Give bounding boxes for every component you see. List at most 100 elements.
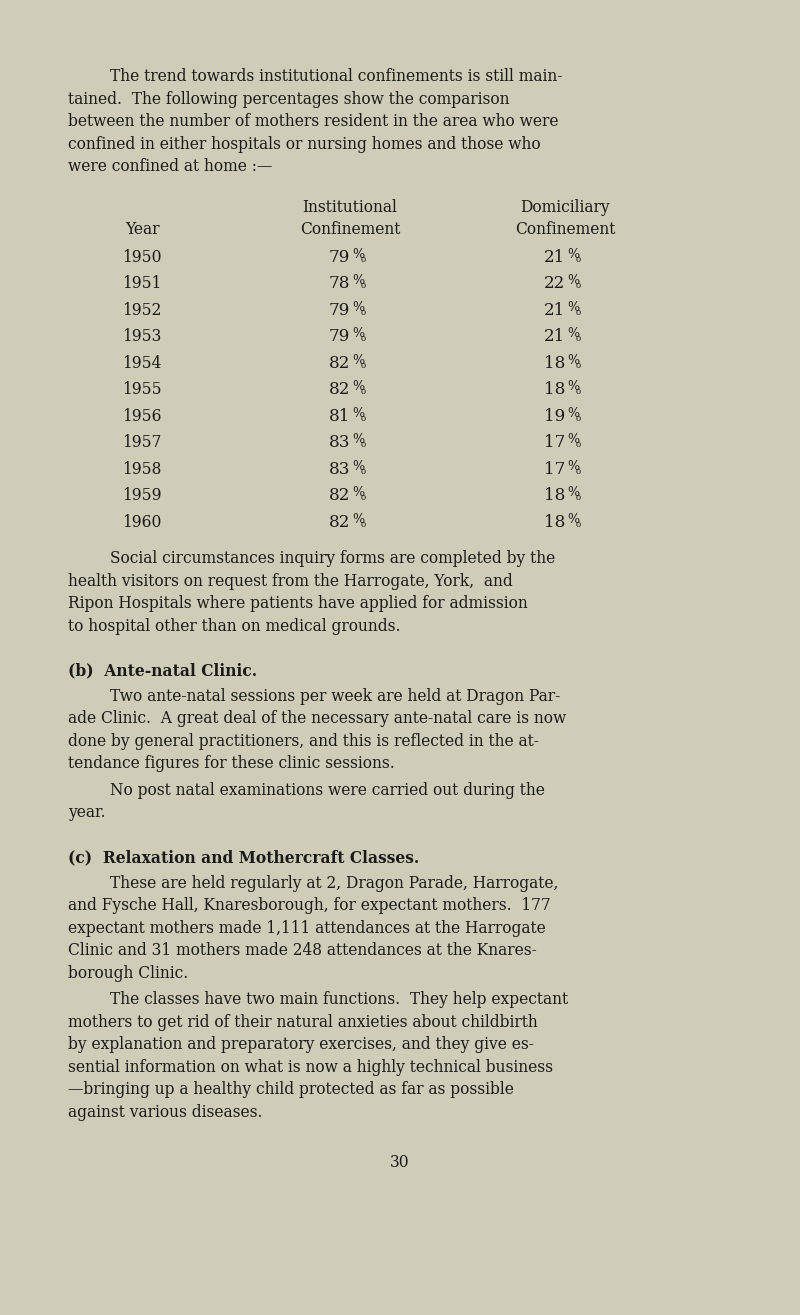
Text: %: % [352, 513, 364, 526]
Text: (b)  Ante-natal Clinic.: (b) Ante-natal Clinic. [68, 661, 257, 679]
Text: 79: 79 [329, 249, 350, 266]
Text: o: o [576, 281, 581, 291]
Text: were confined at home :—: were confined at home :— [68, 158, 272, 175]
Text: 1958: 1958 [122, 460, 162, 477]
Text: o: o [576, 360, 581, 370]
Text: 82: 82 [329, 513, 350, 530]
Text: Institutional: Institutional [302, 199, 398, 216]
Text: %: % [352, 380, 364, 393]
Text: mothers to get rid of their natural anxieties about childbirth: mothers to get rid of their natural anxi… [68, 1014, 538, 1031]
Text: Domiciliary: Domiciliary [520, 199, 610, 216]
Text: %: % [567, 513, 579, 526]
Text: o: o [576, 255, 581, 263]
Text: tendance figures for these clinic sessions.: tendance figures for these clinic sessio… [68, 755, 394, 772]
Text: 1957: 1957 [122, 434, 162, 451]
Text: %: % [567, 301, 579, 313]
Text: 1955: 1955 [122, 381, 162, 398]
Text: 79: 79 [329, 301, 350, 318]
Text: by explanation and preparatory exercises, and they give es-: by explanation and preparatory exercises… [68, 1036, 534, 1053]
Text: Year: Year [125, 221, 159, 238]
Text: ade Clinic.  A great deal of the necessary ante-natal care is now: ade Clinic. A great deal of the necessar… [68, 710, 566, 727]
Text: o: o [576, 493, 581, 502]
Text: Ripon Hospitals where patients have applied for admission: Ripon Hospitals where patients have appl… [68, 594, 528, 611]
Text: %: % [352, 406, 364, 419]
Text: %: % [567, 459, 579, 472]
Text: %: % [352, 274, 364, 287]
Text: %: % [567, 327, 579, 341]
Text: %: % [352, 247, 364, 260]
Text: o: o [576, 467, 581, 476]
Text: o: o [361, 360, 366, 370]
Text: 1952: 1952 [122, 301, 162, 318]
Text: health visitors on request from the Harrogate, York,  and: health visitors on request from the Harr… [68, 572, 513, 589]
Text: o: o [361, 308, 366, 317]
Text: 21: 21 [544, 301, 565, 318]
Text: o: o [361, 255, 366, 263]
Text: o: o [576, 387, 581, 396]
Text: (c)  Relaxation and Mothercraft Classes.: (c) Relaxation and Mothercraft Classes. [68, 849, 419, 865]
Text: No post natal examinations were carried out during the: No post natal examinations were carried … [110, 782, 545, 800]
Text: The trend towards institutional confinements is still main-: The trend towards institutional confinem… [110, 68, 562, 85]
Text: %: % [352, 327, 364, 341]
Text: %: % [352, 354, 364, 367]
Text: 22: 22 [544, 275, 565, 292]
Text: 30: 30 [390, 1155, 410, 1172]
Text: %: % [567, 380, 579, 393]
Text: Confinement: Confinement [300, 221, 400, 238]
Text: 82: 82 [329, 381, 350, 398]
Text: 21: 21 [544, 249, 565, 266]
Text: 1950: 1950 [122, 249, 162, 266]
Text: o: o [576, 334, 581, 343]
Text: 1956: 1956 [122, 408, 162, 425]
Text: %: % [567, 354, 579, 367]
Text: borough Clinic.: borough Clinic. [68, 965, 188, 982]
Text: against various diseases.: against various diseases. [68, 1103, 262, 1120]
Text: %: % [567, 247, 579, 260]
Text: done by general practitioners, and this is reflected in the at-: done by general practitioners, and this … [68, 732, 539, 750]
Text: and Fysche Hall, Knaresborough, for expectant mothers.  177: and Fysche Hall, Knaresborough, for expe… [68, 897, 550, 914]
Text: 1954: 1954 [122, 355, 162, 372]
Text: %: % [352, 459, 364, 472]
Text: 78: 78 [329, 275, 350, 292]
Text: %: % [352, 301, 364, 313]
Text: o: o [361, 281, 366, 291]
Text: 17: 17 [544, 460, 565, 477]
Text: Confinement: Confinement [515, 221, 615, 238]
Text: o: o [361, 413, 366, 422]
Text: o: o [576, 441, 581, 448]
Text: year.: year. [68, 805, 106, 822]
Text: 83: 83 [329, 460, 350, 477]
Text: 18: 18 [544, 381, 565, 398]
Text: Two ante-natal sessions per week are held at Dragon Par-: Two ante-natal sessions per week are hel… [110, 688, 560, 705]
Text: 17: 17 [544, 434, 565, 451]
Text: sential information on what is now a highly technical business: sential information on what is now a hig… [68, 1059, 553, 1076]
Text: o: o [576, 308, 581, 317]
Text: 79: 79 [329, 327, 350, 345]
Text: —bringing up a healthy child protected as far as possible: —bringing up a healthy child protected a… [68, 1081, 514, 1098]
Text: expectant mothers made 1,111 attendances at the Harrogate: expectant mothers made 1,111 attendances… [68, 919, 546, 936]
Text: o: o [361, 334, 366, 343]
Text: 18: 18 [544, 487, 565, 504]
Text: The classes have two main functions.  They help expectant: The classes have two main functions. The… [110, 992, 568, 1009]
Text: 81: 81 [329, 408, 350, 425]
Text: to hospital other than on medical grounds.: to hospital other than on medical ground… [68, 618, 401, 635]
Text: o: o [576, 519, 581, 529]
Text: %: % [567, 433, 579, 446]
Text: 83: 83 [329, 434, 350, 451]
Text: o: o [361, 387, 366, 396]
Text: 1959: 1959 [122, 487, 162, 504]
Text: 1960: 1960 [122, 513, 162, 530]
Text: %: % [567, 487, 579, 498]
Text: 18: 18 [544, 355, 565, 372]
Text: o: o [361, 493, 366, 502]
Text: o: o [361, 441, 366, 448]
Text: Social circumstances inquiry forms are completed by the: Social circumstances inquiry forms are c… [110, 550, 555, 567]
Text: o: o [361, 467, 366, 476]
Text: 18: 18 [544, 513, 565, 530]
Text: %: % [352, 433, 364, 446]
Text: between the number of mothers resident in the area who were: between the number of mothers resident i… [68, 113, 558, 130]
Text: tained.  The following percentages show the comparison: tained. The following percentages show t… [68, 91, 510, 108]
Text: Clinic and 31 mothers made 248 attendances at the Knares-: Clinic and 31 mothers made 248 attendanc… [68, 943, 537, 959]
Text: o: o [576, 413, 581, 422]
Text: These are held regularly at 2, Dragon Parade, Harrogate,: These are held regularly at 2, Dragon Pa… [110, 874, 558, 892]
